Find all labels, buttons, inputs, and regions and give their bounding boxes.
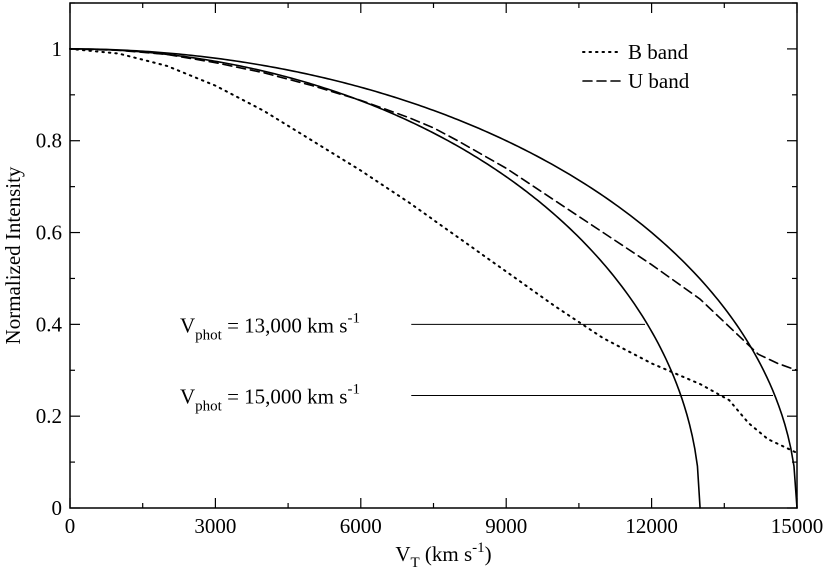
- y-axis-title: Normalized Intensity: [1, 166, 25, 344]
- series-line-u-band: [69, 48, 798, 372]
- x-axis-title-sub: T: [411, 555, 420, 571]
- x-axis-title-main: V: [395, 542, 410, 566]
- annotation-text: = 15,000 km s: [222, 385, 348, 409]
- x-axis-title-units: (km s: [420, 542, 473, 566]
- series-line-b-band: [69, 47, 798, 454]
- annotation-v: V: [180, 313, 195, 337]
- x-tick-label: 6000: [340, 514, 382, 538]
- x-axis-title-end: ): [485, 542, 492, 566]
- legend-label: U band: [628, 69, 690, 93]
- y-tick-label: 0.2: [36, 404, 62, 428]
- annotation-text: = 13,000 km s: [222, 313, 348, 337]
- series-line-model-2: [69, 48, 701, 509]
- x-axis: 0 3000 6000 9000 12000 15000: [65, 3, 824, 538]
- annotation-v: V: [180, 385, 195, 409]
- y-tick-label: 0.6: [36, 221, 62, 245]
- series-line-model-3: [69, 48, 798, 509]
- annotation-label: Vphot = 15,000 km s-1: [180, 382, 360, 415]
- x-tick-label: 0: [65, 514, 76, 538]
- legend-label: B band: [628, 40, 689, 64]
- x-axis-title-sup: -1: [472, 540, 485, 556]
- annotation-label: Vphot = 13,000 km s-1: [180, 310, 360, 343]
- x-axis-title: VT (km s-1): [395, 540, 491, 571]
- annotation-sub: phot: [195, 327, 223, 343]
- y-tick-label: 0: [52, 496, 63, 520]
- y-tick-label: 1: [52, 37, 63, 61]
- x-tick-label: 12000: [625, 514, 678, 538]
- series-layer: [69, 47, 798, 509]
- x-tick-label: 15000: [771, 514, 824, 538]
- y-axis: 0 0.2 0.4 0.6 0.8 1: [36, 2, 797, 520]
- x-tick-label: 3000: [194, 514, 236, 538]
- y-tick-label: 0.4: [36, 312, 63, 336]
- annotation-sup: -1: [347, 310, 360, 326]
- annotation-sup: -1: [347, 382, 360, 398]
- annotation-sub: phot: [195, 399, 223, 415]
- legend: B band U band: [582, 40, 690, 93]
- y-tick-label: 0.8: [36, 129, 62, 153]
- x-tick-label: 9000: [485, 514, 527, 538]
